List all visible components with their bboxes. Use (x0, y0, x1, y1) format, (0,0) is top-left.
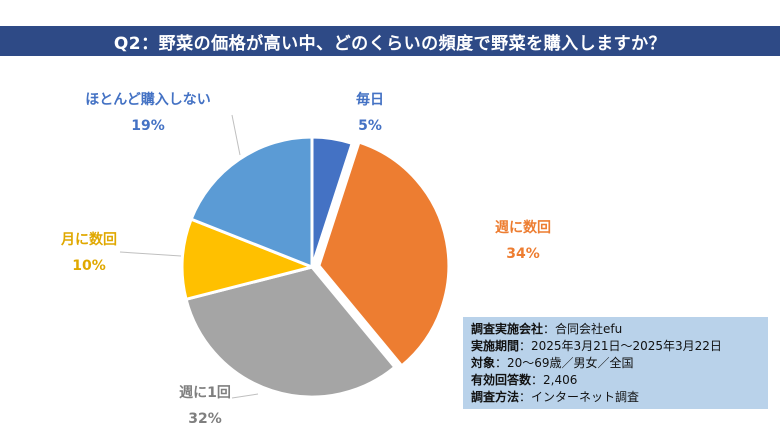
info-row-responses: 有効回答数：2,406 (471, 372, 760, 389)
info-key: 調査方法 (471, 390, 520, 404)
slice-label: 毎日 (356, 91, 384, 108)
leader-line (231, 114, 241, 156)
slice-label: 月に数回 (60, 231, 117, 248)
info-value: ：2,406 (531, 373, 578, 387)
info-key: 有効回答数 (471, 373, 532, 387)
slice-percent-label: 32% (188, 411, 222, 427)
info-key: 実施期間 (471, 339, 520, 353)
slice-label: 週に1回 (179, 385, 231, 401)
slice-label: 週に数回 (495, 219, 551, 236)
survey-info-box: 調査実施会社：合同会社efu 実施期間：2025年3月21日～2025年3月22… (463, 317, 768, 409)
pie-slice (189, 135, 314, 270)
info-row-target: 対象：20～69歳／男女／全国 (471, 355, 760, 372)
pie-slice (180, 217, 317, 302)
pie-slice (184, 265, 397, 399)
info-value: ：インターネット調査 (519, 390, 640, 404)
info-key: 対象 (471, 356, 496, 370)
info-row-company: 調査実施会社：合同会社efu (471, 321, 760, 338)
slice-percent-label: 5% (358, 118, 382, 134)
slice-percent-label: 19% (131, 118, 165, 134)
slice-percent-label: 10% (72, 258, 106, 274)
leader-line (119, 251, 182, 257)
info-row-period: 実施期間：2025年3月21日～2025年3月22日 (471, 338, 760, 355)
slice-label: ほとんど購入しない (85, 91, 211, 108)
info-row-method: 調査方法：インターネット調査 (471, 389, 760, 406)
info-value: ：20～69歳／男女／全国 (495, 356, 634, 370)
slice-percent-label: 34% (506, 246, 540, 262)
pie-slice (317, 140, 451, 368)
info-value: ：合同会社efu (543, 322, 623, 336)
chart-title: Q2：野菜の価格が高い中、どのくらいの頻度で野菜を購入しますか？ (0, 26, 780, 56)
info-value: ：2025年3月21日～2025年3月22日 (519, 339, 722, 353)
info-key: 調査実施会社 (471, 322, 544, 336)
leader-line (231, 393, 259, 399)
